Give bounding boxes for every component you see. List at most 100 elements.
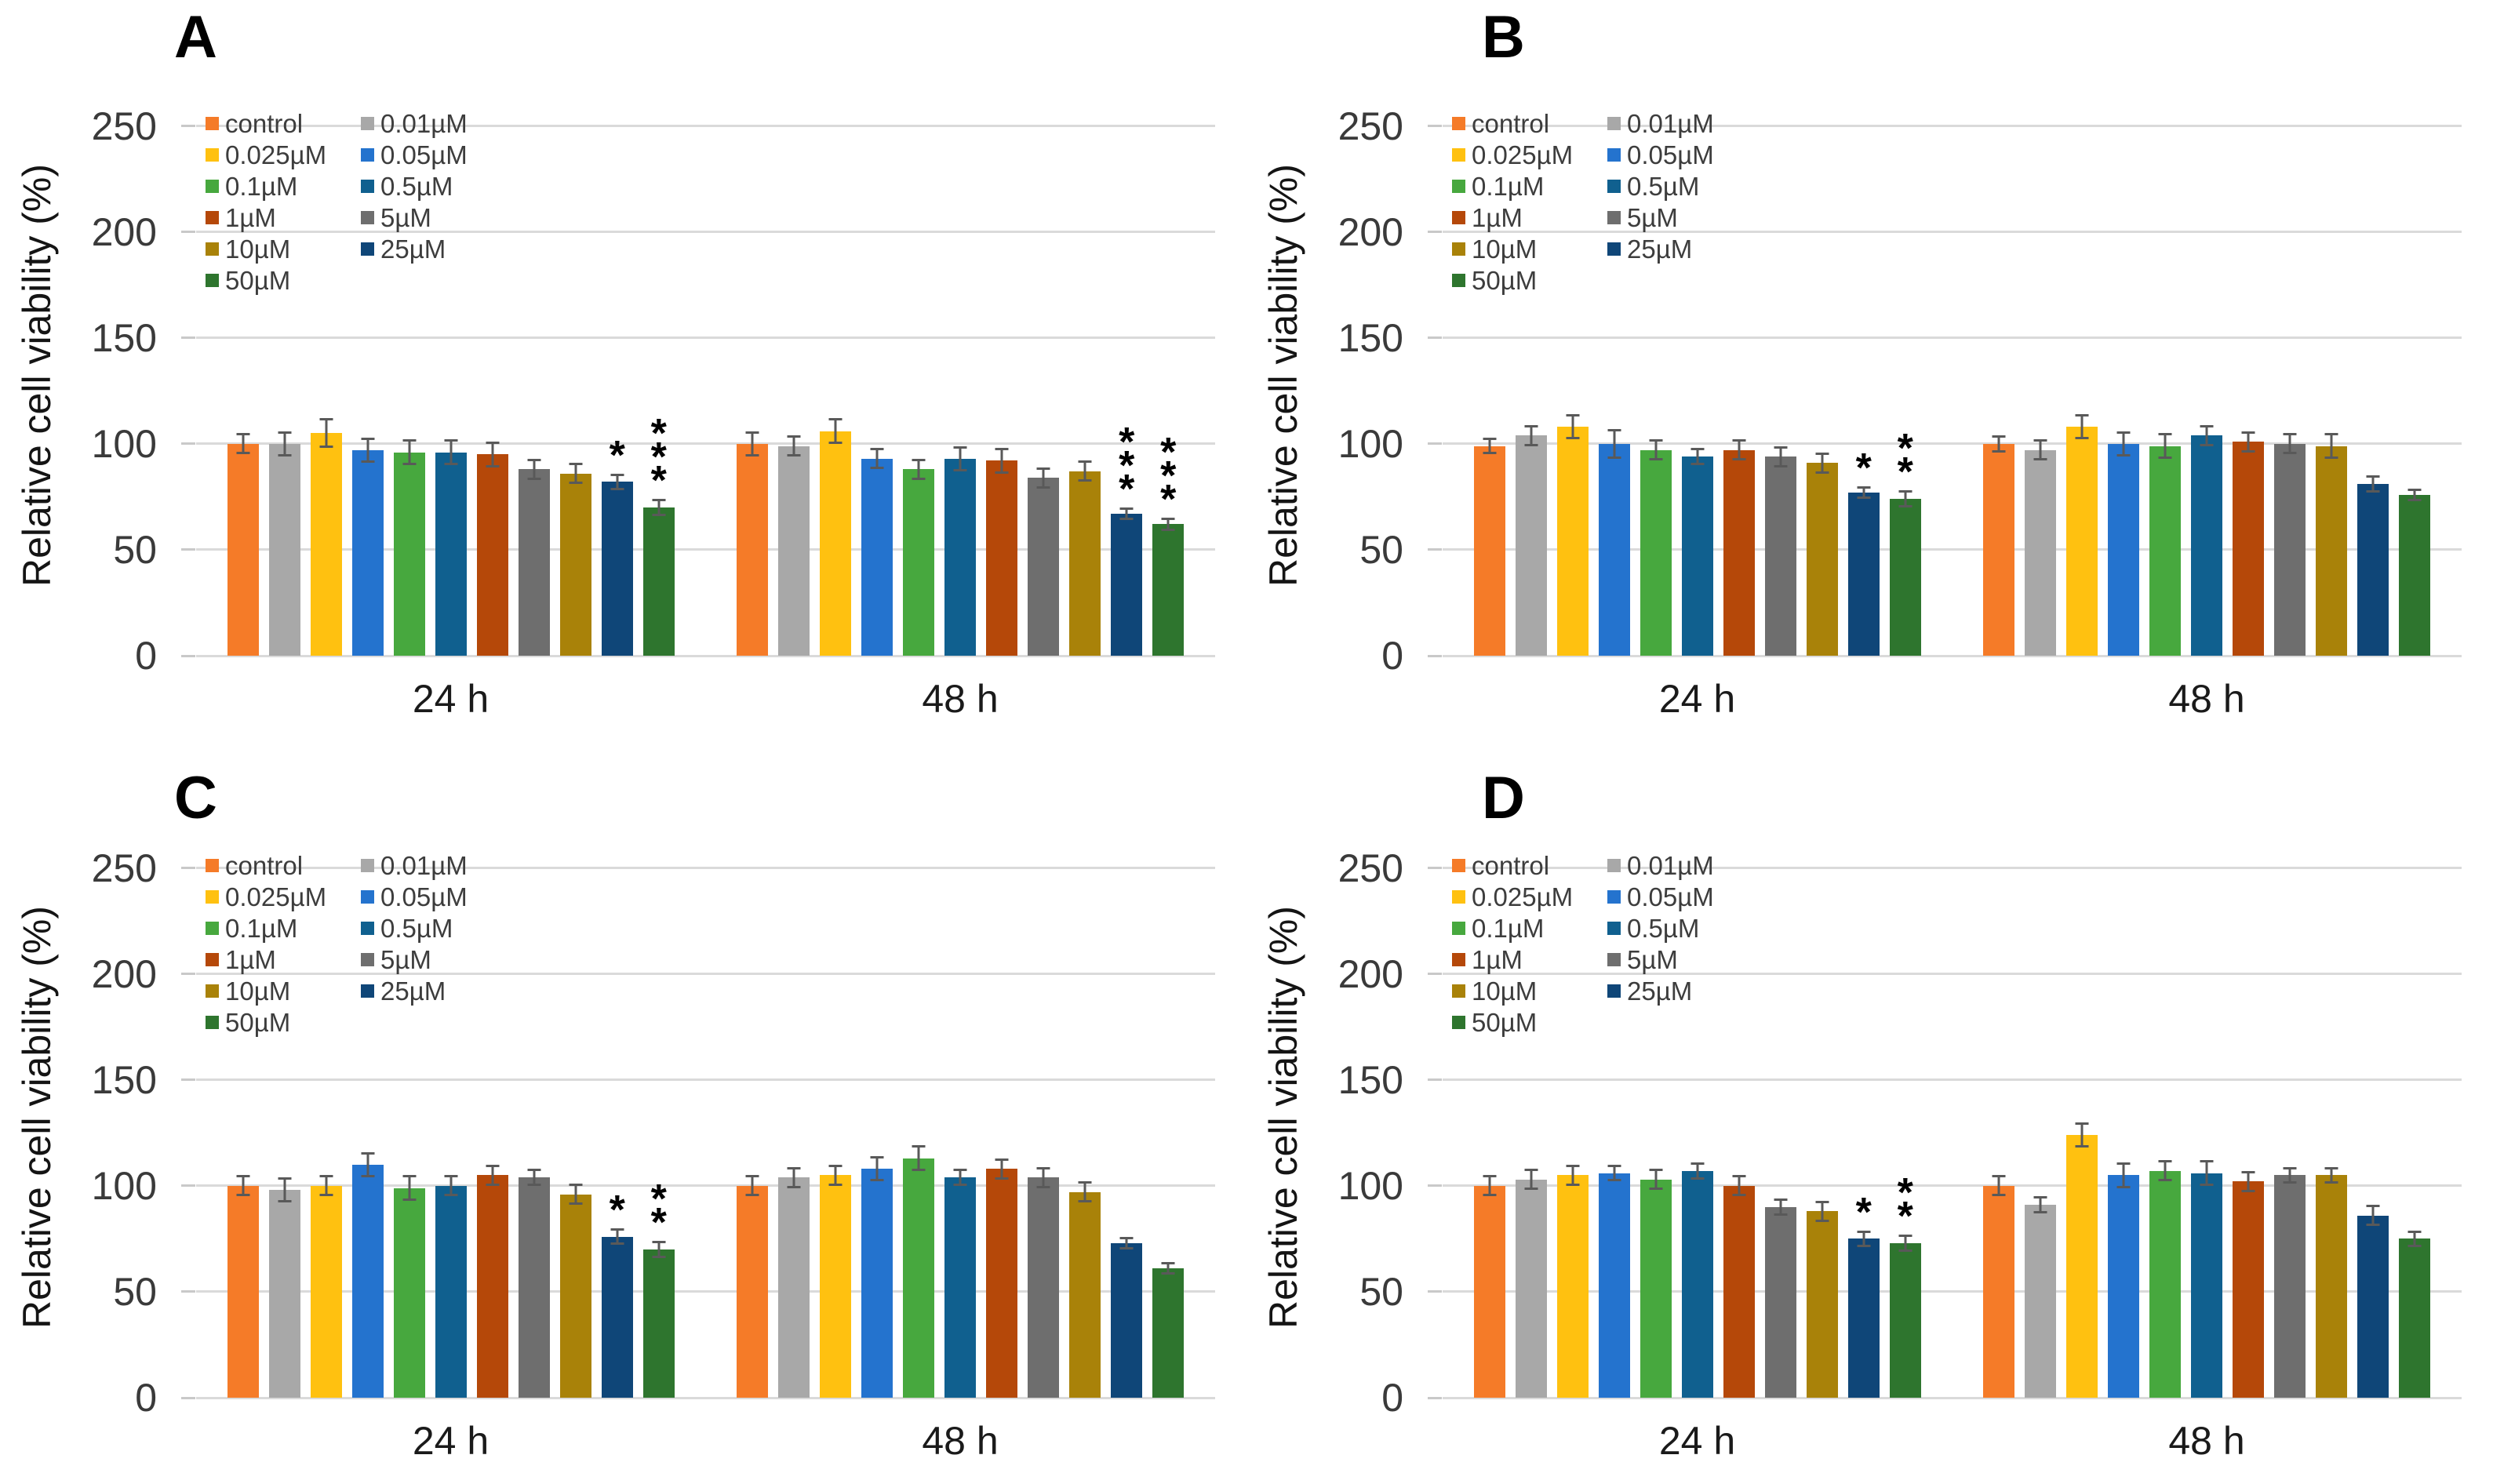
bar-slot: [227, 94, 259, 656]
legend-swatch-icon: [361, 180, 374, 193]
y-tick-mark: [181, 125, 195, 128]
bar-slot: [435, 836, 467, 1398]
error-bar-line: [1613, 431, 1616, 456]
legend-item: 0.05µM: [1607, 141, 1714, 169]
bar-slot: [737, 94, 769, 656]
legend-item: 50µM: [1452, 1009, 1607, 1036]
legend-label: 5µM: [1627, 203, 1678, 232]
bar-5µM: [2274, 443, 2306, 656]
error-bar: [1992, 1175, 2006, 1197]
legend-item: 0.5µM: [361, 915, 468, 942]
panel-d: D Relative cell viability (%) 0 50 100 150 200…: [1246, 742, 2493, 1484]
gridline: [196, 548, 1215, 551]
legend-swatch-icon: [1607, 148, 1621, 162]
error-bar-line: [1997, 1177, 2000, 1195]
bar-slot: [351, 94, 384, 656]
bar-slot: * * *: [642, 94, 675, 656]
error-bar-line: [1779, 448, 1782, 465]
error-bar-line: [875, 450, 879, 467]
bar-0.025µM: [820, 1175, 852, 1398]
bar-0.01µM: [2025, 1205, 2057, 1398]
legend-label: 0.025µM: [225, 882, 327, 911]
y-tick-mark: [1428, 973, 1442, 976]
legend-swatch-icon: [1452, 1016, 1465, 1029]
legend-label: 25µM: [1627, 977, 1693, 1006]
legend-swatch-icon: [206, 180, 219, 193]
legend-item: control: [206, 110, 361, 137]
bar-slot: [944, 836, 977, 1398]
legend-item: 0.01µM: [361, 110, 468, 137]
legend-label: 5µM: [1627, 945, 1678, 974]
bar-slot: *: [601, 94, 633, 656]
legend-label: 50µM: [1472, 266, 1538, 295]
bar-5µM: [518, 1177, 550, 1398]
bar-50µM: [1889, 1242, 1921, 1398]
legend-swatch-icon: [361, 242, 374, 256]
y-tick-label: 50: [113, 1269, 157, 1314]
bar-0.5µM: [2191, 435, 2223, 656]
error-bar: [1036, 1166, 1050, 1188]
legend-item: 50µM: [206, 1009, 361, 1036]
legend-swatch-icon: [1452, 890, 1465, 904]
bar-slot: [1556, 94, 1589, 656]
error-bar-line: [2371, 478, 2375, 490]
error-bar-line: [834, 420, 837, 442]
legend-item: 5µM: [1607, 946, 1714, 973]
gridline: [196, 442, 1215, 446]
bar-slot: [903, 836, 935, 1398]
error-bar: [2407, 488, 2422, 501]
significance-marker: * *: [650, 1177, 667, 1246]
error-bar-line: [1083, 463, 1086, 480]
error-bar: [912, 458, 926, 480]
bar-slot: [2274, 94, 2306, 656]
error-bar-line: [2247, 433, 2250, 450]
y-tick-mark: [1428, 548, 1442, 551]
legend-item: 0.025µM: [1452, 883, 1607, 911]
legend-label: 1µM: [225, 945, 276, 974]
bar-1µM: [986, 460, 1018, 656]
error-bar-line: [491, 1166, 494, 1184]
bar-0.1µM: [2149, 446, 2182, 656]
y-tick-label: 200: [1337, 209, 1403, 254]
error-bar: [953, 1169, 967, 1186]
error-bar: [1857, 486, 1871, 500]
error-bar: [569, 463, 583, 485]
bar-control: [1983, 443, 2015, 656]
legend-swatch-icon: [1452, 859, 1465, 872]
bar-slot: [518, 836, 550, 1398]
bar-slot: [2233, 94, 2265, 656]
legend-label: 1µM: [1472, 945, 1523, 974]
panel-letter: C: [174, 765, 217, 831]
legend-swatch-icon: [1607, 859, 1621, 872]
bar-0.025µM: [820, 431, 852, 656]
error-bar: [486, 1164, 500, 1186]
bar-slot: *: [601, 836, 633, 1398]
legend-label: 25µM: [1627, 235, 1693, 264]
legend-item: 0.1µM: [1452, 173, 1607, 200]
legend-swatch-icon: [1607, 922, 1621, 935]
y-tick-label: 150: [1337, 315, 1403, 360]
error-bar: [1078, 1181, 1092, 1203]
x-group-label: 24 h: [412, 1419, 490, 1463]
bar-slot: [2149, 94, 2182, 656]
bar-slot: [2108, 94, 2140, 656]
y-tick-mark: [1428, 336, 1442, 340]
legend-label: 0.01µM: [380, 109, 468, 138]
bar-0.05µM: [861, 1169, 893, 1398]
y-tick-mark: [1428, 125, 1442, 128]
bar-slot: * *: [1889, 94, 1921, 656]
legend-label: 0.5µM: [1627, 914, 1700, 943]
error-bar: [1036, 467, 1050, 489]
bar-slot: [1598, 94, 1630, 656]
error-bar: [1483, 1175, 1497, 1197]
bar-0.01µM: [778, 1177, 810, 1398]
error-bar: [2283, 433, 2297, 455]
bar-slot: [310, 836, 342, 1398]
error-bar: [236, 1175, 250, 1197]
error-bar: [2033, 1196, 2047, 1213]
y-axis-title: Relative cell viability (%): [15, 163, 59, 587]
legend-item: 0.01µM: [1607, 110, 1714, 137]
error-bar: [278, 1177, 292, 1203]
bar-slot: [2399, 836, 2431, 1398]
